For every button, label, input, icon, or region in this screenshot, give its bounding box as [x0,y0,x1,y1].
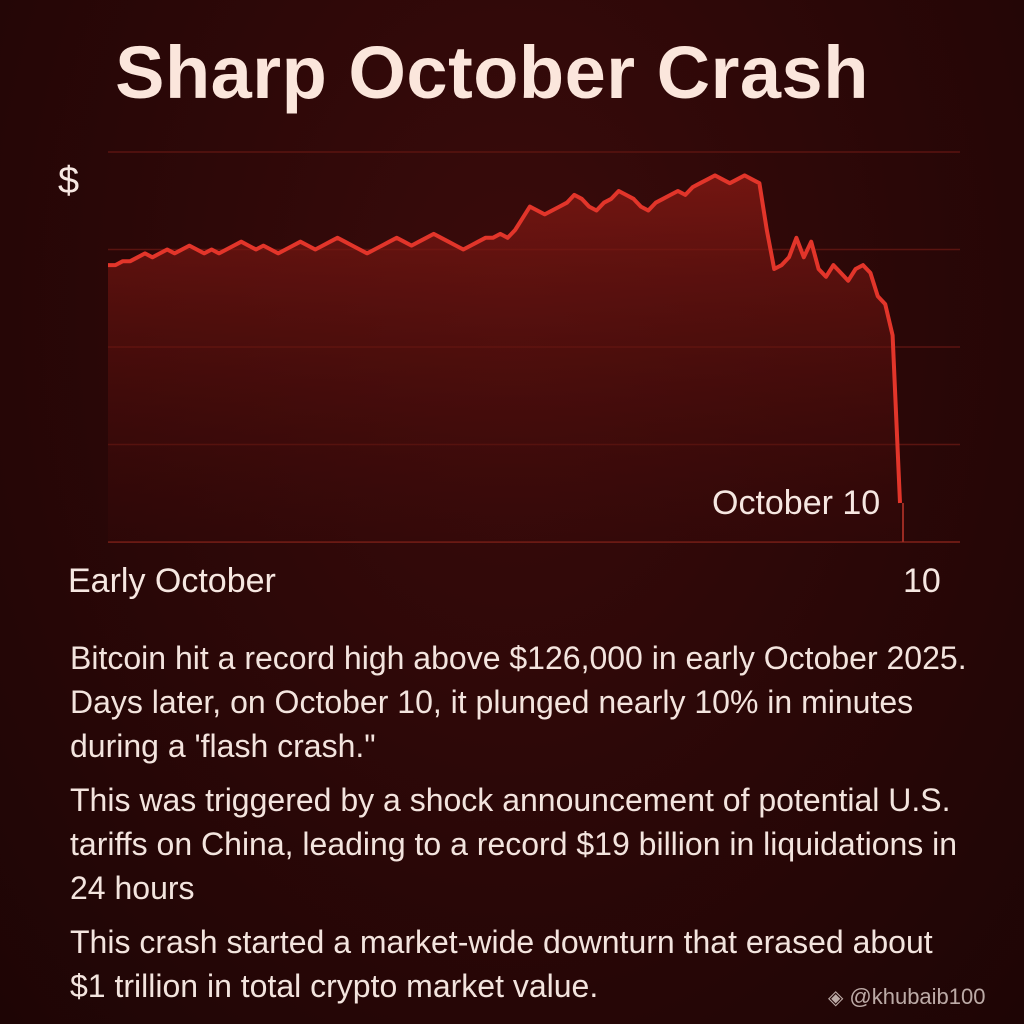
watermark: ◈ @khubaib100 [828,984,986,1010]
paragraph-downturn: This crash started a market-wide downtur… [70,924,933,1004]
x-tick-label-end: 10 [903,562,941,600]
paragraph-trigger: This was triggered by a shock announceme… [70,782,958,906]
price-chart [108,151,960,543]
price-area [108,175,900,542]
chart-title: Sharp October Crash [115,31,869,114]
description: Bitcoin hit a record high above $126,000… [70,636,970,1018]
x-tick-label-start: Early October [68,562,276,600]
crash-annotation: October 10 [712,484,881,522]
price-line [108,173,902,504]
watermark-handle: @khubaib100 [849,984,986,1009]
diamond-logo-icon: ◈ [828,986,844,1009]
paragraph-record-high: Bitcoin hit a record high above $126,000… [70,640,967,764]
y-axis-label: $ [58,160,80,202]
